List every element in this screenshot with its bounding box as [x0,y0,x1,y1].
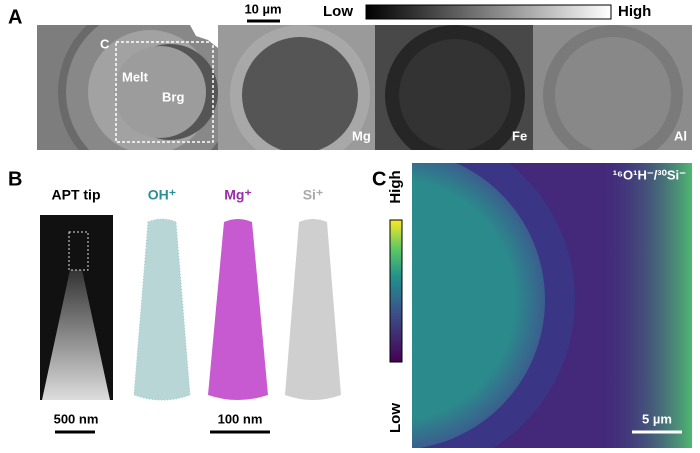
colorbar-low: Low [387,403,404,433]
ion-map [285,219,341,400]
tip-box [68,231,89,271]
tip-title: APT tip [52,187,101,203]
zoom-box [115,41,214,143]
ion-map [133,218,191,401]
panel-label: B [8,168,22,190]
colorbar-low: Low [323,3,353,20]
scale-label: 100 nm [218,411,263,426]
brg-label: Brg [162,89,184,104]
map-label: Fe [512,128,527,143]
ion-label: Si⁺ [303,187,324,203]
colorbar-high: High [618,3,651,20]
colorbar [389,219,403,363]
colorbar [365,4,612,20]
ratio-label: ¹⁶O¹H⁻/³⁰Si⁻ [613,167,686,182]
tip-shape [42,270,110,400]
element-maps [218,25,692,150]
panel-label: A [8,6,22,28]
c-label: C [100,36,110,51]
ion-label: Mg⁺ [224,187,252,203]
colorbar-high: High [387,170,404,203]
melt-label: Melt [122,69,149,84]
re-label: Re [157,9,174,24]
map-label: Al [674,128,687,143]
ion-label: OH⁺ [148,187,176,203]
sem-image [37,25,218,150]
map-label: Mg [352,128,371,143]
ion-map [208,219,268,400]
scale-label: 10 µm [244,1,281,16]
sims-image [412,163,692,448]
scale-label: 5 µm [642,411,672,426]
panel-label: C [372,168,386,190]
scale-label: 500 nm [54,411,99,426]
